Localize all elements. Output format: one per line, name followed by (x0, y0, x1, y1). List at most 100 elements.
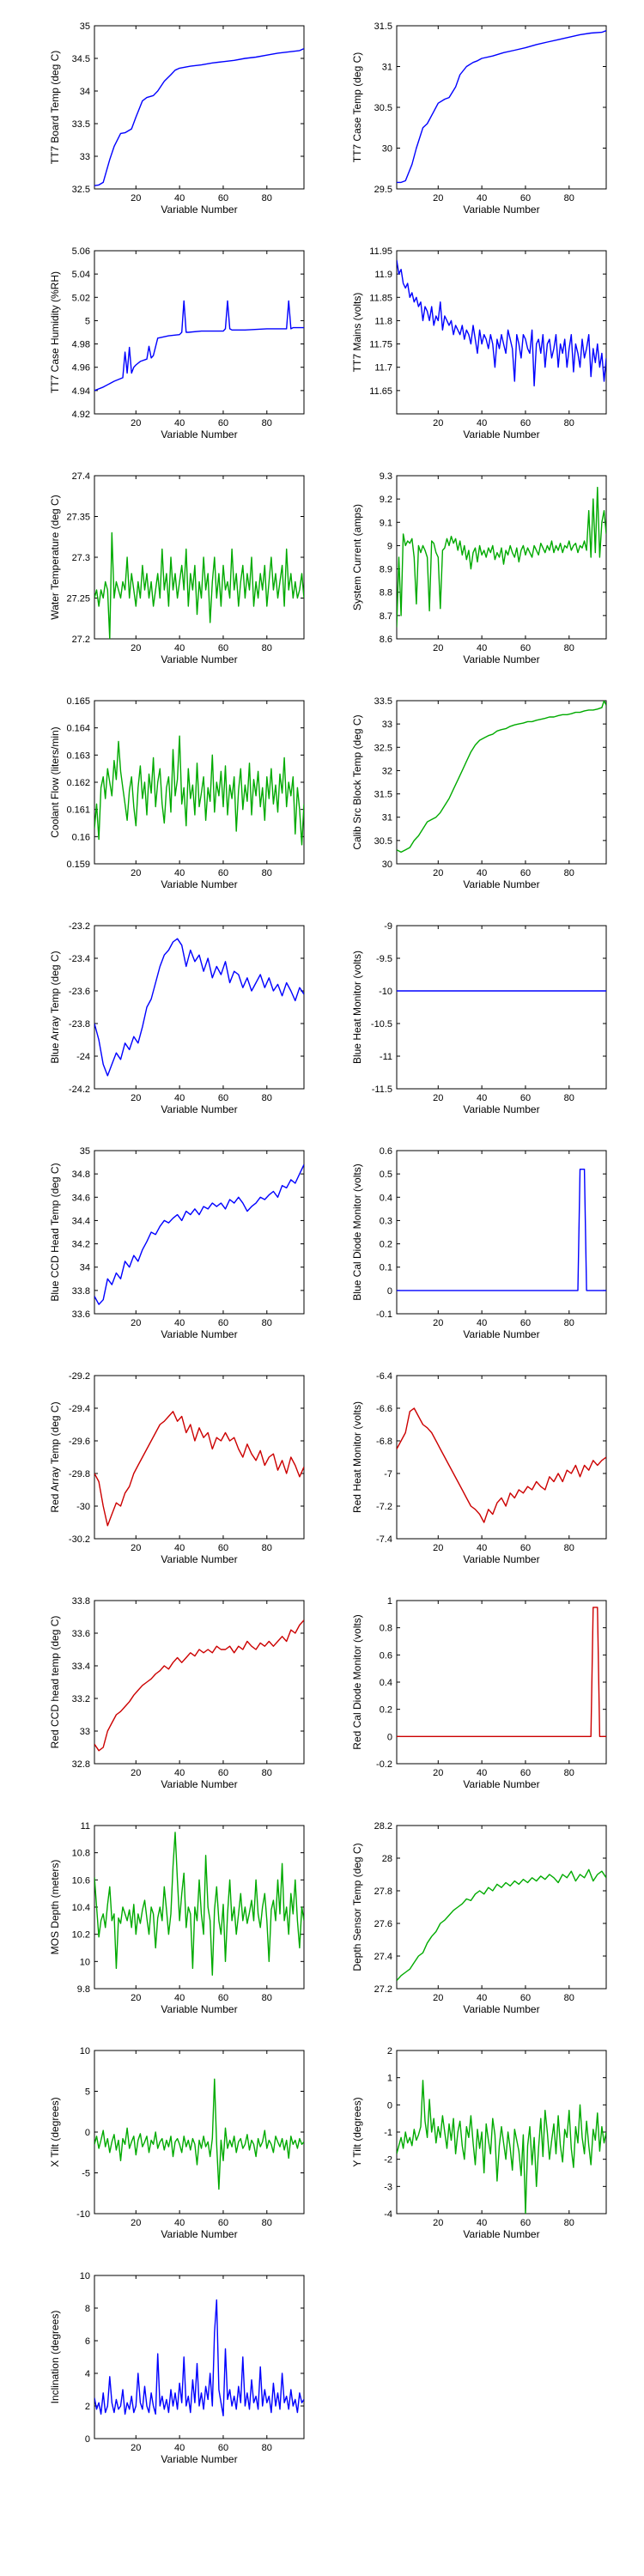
x-tick-label: 80 (262, 868, 272, 878)
y-tick-label: -24.2 (69, 1084, 90, 1095)
x-tick-label: 80 (262, 1093, 272, 1103)
y-tick-label: 34.2 (72, 1240, 90, 1250)
x-tick-label: 40 (477, 1543, 487, 1553)
y-tick-label: 10 (80, 2046, 90, 2057)
y-tick-label: 0.2 (380, 1240, 392, 1250)
series-line (397, 1168, 606, 1291)
x-tick-label: 20 (433, 1993, 443, 2003)
y-tick-label: -9.5 (376, 954, 392, 964)
y-axis-label: MOS Depth (meters) (49, 1860, 61, 1955)
y-tick-label: 11.95 (369, 246, 392, 257)
x-tick-label: 40 (477, 1768, 487, 1778)
y-tick-label: 33 (382, 720, 392, 730)
y-axis-label: Red Array Temp (deg C) (49, 1401, 61, 1512)
series-line (397, 1607, 606, 1738)
y-tick-label: -5 (82, 2169, 90, 2179)
x-tick-label: 40 (174, 193, 185, 204)
y-tick-label: -1 (384, 2128, 392, 2138)
y-tick-label: 32.5 (374, 743, 392, 753)
plot-frame (94, 1150, 305, 1315)
y-tick-label: 1 (387, 2074, 392, 2084)
x-tick-label: 60 (520, 2218, 531, 2228)
x-tick-label: 40 (477, 2218, 487, 2228)
y-axis-label: Red Cal Diode Monitor (volts) (351, 1614, 363, 1749)
plot-frame (94, 700, 305, 865)
chart-17: 20 40 60 80 9.8 10 10.2 10.4 10.6 10.8 11 Variable … (49, 1821, 305, 2015)
y-tick-label: 5 (85, 2087, 90, 2098)
y-tick-label: 11.65 (369, 386, 392, 397)
chart-1: 20 40 60 80 32.5 33 33.5 34 34.5 35 Variable Numbe… (49, 21, 305, 216)
x-tick-label: 20 (131, 1543, 141, 1553)
y-tick-label: 33.6 (72, 1629, 90, 1639)
y-axis-label: Blue CCD Head Temp (deg C) (49, 1163, 61, 1301)
series-line (94, 532, 304, 639)
x-tick-label: 60 (218, 2218, 228, 2228)
y-axis-label: TT7 Mains (volts) (351, 293, 363, 373)
x-tick-label: 80 (564, 1768, 574, 1778)
y-tick-label: 0.165 (66, 696, 90, 707)
chart-21: 20 40 60 80 0 2 4 6 8 10 Variable Number Inclinatio… (49, 2271, 305, 2465)
y-tick-label: 27.35 (66, 513, 90, 523)
y-tick-label: 11.9 (374, 270, 392, 280)
chart-16: 20 40 60 80 -0.2 0 0.2 0.4 0.6 0.8 1 Variable Numbe… (351, 1596, 607, 1790)
y-tick-label: 27.6 (374, 1919, 392, 1929)
x-tick-label: 40 (477, 418, 487, 428)
y-tick-label: -10 (76, 2209, 90, 2220)
y-axis-label: Depth Sensor Temp (deg C) (351, 1843, 363, 1971)
y-tick-label: 4.92 (72, 410, 90, 420)
y-tick-label: 34.8 (72, 1170, 90, 1180)
y-tick-label: 0.16 (72, 832, 90, 842)
x-axis-label: Variable Number (161, 653, 237, 665)
y-tick-label: 2 (387, 2046, 392, 2057)
y-tick-label: 32.5 (72, 185, 90, 195)
x-axis-label: Variable Number (161, 1553, 237, 1565)
x-tick-label: 40 (477, 193, 487, 204)
x-tick-label: 40 (174, 1318, 185, 1328)
y-tick-label: 27.3 (72, 553, 90, 563)
x-axis-label: Variable Number (161, 2228, 237, 2240)
series-line (94, 1164, 304, 1305)
y-tick-label: -29.8 (69, 1469, 90, 1479)
y-tick-label: -0.2 (376, 1759, 392, 1770)
y-tick-label: 8.9 (380, 565, 392, 575)
y-axis-label: Blue Heat Monitor (volts) (351, 951, 363, 1064)
x-tick-label: 60 (218, 643, 228, 653)
series-line (397, 1868, 606, 1981)
chart-14: 20 40 60 80 -7.4 -7.2 -7 -6.8 -6.6 -6.4 Variable N… (351, 1371, 607, 1565)
y-tick-label: 31 (382, 813, 392, 823)
x-tick-label: 40 (477, 868, 487, 878)
series-line (94, 47, 304, 186)
y-tick-label: 11.75 (369, 340, 392, 350)
plot-frame (94, 250, 305, 415)
x-tick-label: 60 (520, 418, 531, 428)
y-tick-label: 33 (80, 152, 90, 162)
x-axis-label: Variable Number (463, 428, 539, 440)
plot-frame (396, 25, 607, 190)
plot-frame (396, 700, 607, 865)
y-tick-label: 33.4 (72, 1662, 90, 1672)
plot-frame (94, 2275, 305, 2439)
x-tick-label: 40 (477, 643, 487, 653)
x-axis-label: Variable Number (463, 2228, 539, 2240)
x-tick-label: 80 (564, 418, 574, 428)
plot-frame (94, 1825, 305, 1990)
x-tick-label: 60 (218, 1543, 228, 1553)
x-tick-label: 80 (564, 1543, 574, 1553)
y-tick-label: 11.85 (369, 293, 392, 303)
series-line (94, 2299, 304, 2417)
y-tick-label: 29.5 (374, 185, 392, 195)
y-tick-label: 34 (80, 1263, 90, 1273)
x-tick-label: 20 (433, 868, 443, 878)
y-tick-label: 0.4 (380, 1678, 392, 1688)
y-tick-label: -30.2 (69, 1534, 90, 1545)
y-tick-label: -23.2 (69, 921, 90, 932)
x-tick-label: 60 (520, 1768, 531, 1778)
y-tick-label: 33.6 (72, 1309, 90, 1320)
x-tick-label: 20 (131, 643, 141, 653)
series-line (94, 735, 304, 846)
y-tick-label: 33 (80, 1727, 90, 1737)
series-line (94, 938, 304, 1077)
x-tick-label: 80 (564, 868, 574, 878)
y-tick-label: 28.2 (374, 1821, 392, 1832)
